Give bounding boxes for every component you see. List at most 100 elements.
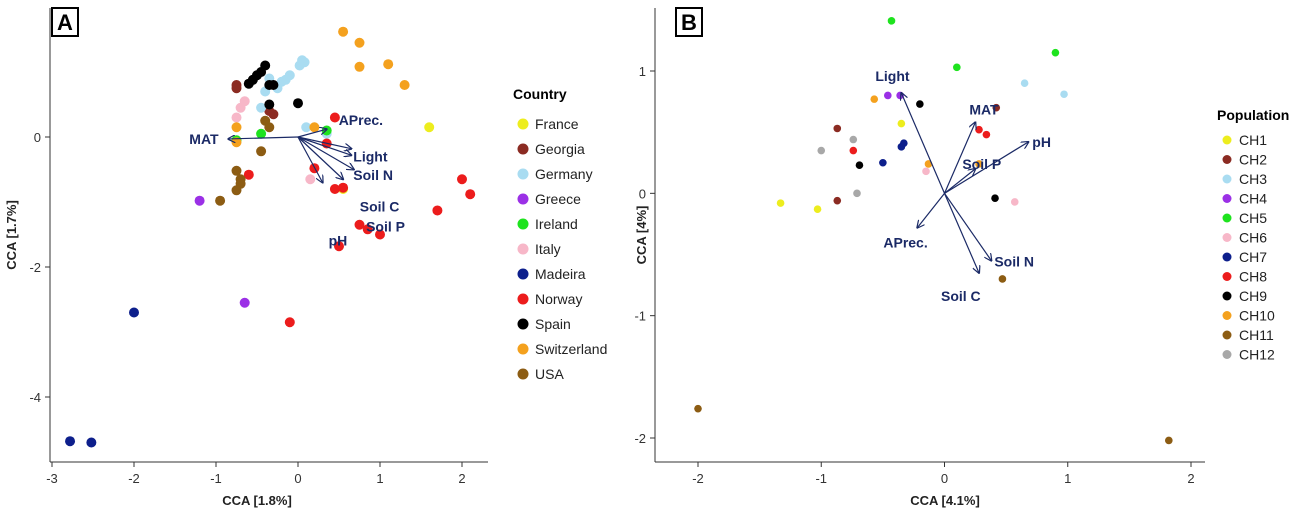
panel-b-point-ch6 (922, 167, 930, 176)
panel-b-vector-aprec (917, 192, 945, 227)
panel-a-x-tick-label: -1 (210, 471, 222, 486)
panel-b-legend-swatch-ch12 (1222, 350, 1232, 359)
panel-b-point-ch11 (998, 275, 1007, 283)
panel-a-point-germany (256, 102, 267, 113)
panel-a-point-switzerland (383, 59, 394, 70)
panel-b-point-ch2 (833, 124, 842, 133)
panel-a-vector-light (297, 136, 351, 149)
panel-a-vector-soil-p (297, 136, 343, 179)
panel-a-point-norway (432, 205, 443, 216)
panel-b-point-ch10 (870, 95, 879, 103)
panel-b-letter-box (675, 7, 703, 37)
panel-b-vector-label-mat: MAT (969, 101, 999, 117)
panel-a-point-norway (284, 317, 295, 328)
panel-b-legend-label-ch1: CH1 (1239, 132, 1267, 148)
panel-a-point-spain (268, 80, 279, 90)
panel-a-point-georgia (268, 109, 279, 120)
panel-b-point-ch7 (900, 139, 908, 147)
panel-b-point-ch1 (813, 205, 822, 214)
panel-b-point-ch6 (1010, 198, 1019, 206)
panel-b-x-tick-label: -1 (815, 471, 827, 486)
panel-b-x-axis-label: CCA [4.1%] (910, 493, 980, 508)
panel-a-legend-label-norway: Norway (535, 291, 582, 307)
panel-a-point-germany (294, 60, 305, 71)
panel-b-legend-swatch-ch2 (1222, 155, 1232, 164)
panel-b-point-ch5 (887, 17, 896, 25)
panel-b-legend-label-ch10: CH10 (1239, 308, 1275, 324)
panel-a-legend-swatch-switzerland (517, 343, 529, 355)
panel-a-legend-title: Country (513, 86, 567, 102)
panel-b-vector-soil-c (943, 193, 980, 273)
panel-b-x-tick-label: 2 (1187, 471, 1194, 486)
panel-a-point-italy (235, 102, 246, 113)
panel-a-legend-label-italy: Italy (535, 241, 561, 257)
panel-a-point-italy (231, 112, 242, 123)
panel-a-point-switzerland (309, 122, 320, 133)
panel-b-legend-swatch-ch9 (1222, 291, 1232, 301)
panel-b-vector-label-soil-p: Soil P (962, 156, 1001, 172)
panel-a-vector-mat (228, 137, 299, 139)
panel-a-vector-aprec (297, 129, 327, 138)
panel-b-legend-title: Population (1217, 107, 1289, 123)
panel-a-y-tick-label: -4 (29, 390, 41, 405)
panel-b-vector-label-soil-n: Soil N (994, 254, 1034, 270)
panel-b-letter: B (681, 10, 697, 35)
panel-a-y-tick-label: 0 (34, 130, 41, 145)
panel-a-vector-label-soil-n: Soil N (353, 167, 393, 183)
panel-a-point-greece (239, 297, 250, 308)
panel-b-legend-label-ch9: CH9 (1239, 288, 1267, 304)
panel-a-point-germany (301, 122, 312, 133)
panel-a-point-norway (362, 224, 373, 235)
panel-a-point-georgia (231, 83, 242, 94)
panel-a-legend-label-usa: USA (535, 366, 564, 382)
panel-a-vector-label-soil-p: Soil P (366, 218, 405, 234)
panel-b-point-ch8 (849, 146, 858, 155)
panel-a-vector-label-light: Light (353, 149, 388, 165)
panel-a-point-usa (256, 146, 267, 157)
panel-b-y-tick-label: -2 (634, 431, 646, 446)
panel-b-y-axis-label: CCA [4%] (634, 206, 649, 265)
panel-b-vector-light (901, 93, 946, 194)
panel-a-point-norway (329, 112, 340, 123)
panel-b-point-ch2 (992, 103, 1001, 112)
panel-b-x-tick-label: 1 (1064, 471, 1071, 486)
panel-b-legend-swatch-ch4 (1222, 194, 1232, 203)
panel-a-point-norway (465, 189, 476, 200)
panel-b-vector-label-light: Light (875, 68, 910, 84)
panel-b-legend-label-ch8: CH8 (1239, 269, 1267, 285)
panel-b-legend-label-ch2: CH2 (1239, 152, 1267, 168)
panel-a-point-switzerland (354, 61, 365, 72)
panel-a-point-norway (243, 169, 254, 180)
panel-b-legend-swatch-ch3 (1222, 174, 1232, 184)
panel-a-point-madeira (86, 437, 97, 448)
panel-a-letter: A (57, 10, 73, 35)
panel-a-legend-swatch-madeira (517, 268, 529, 280)
panel-b-vector-label-soil-c: Soil C (941, 288, 981, 304)
panel-a-point-switzerland (231, 122, 242, 133)
panel-b-vector-ph (944, 142, 1029, 194)
panel-a-point-norway (334, 241, 344, 252)
panel-b-point-ch11 (1165, 436, 1173, 445)
panel-a-point-usa (231, 185, 242, 196)
panel-a-legend-swatch-georgia (517, 143, 529, 155)
panel-a-legend-swatch-ireland (517, 218, 529, 230)
panel-b-legend-label-ch6: CH6 (1239, 230, 1267, 246)
panel-b-vector-label-ph: pH (1032, 134, 1051, 150)
panel-a-vector-ph (297, 136, 323, 183)
panel-a-legend-swatch-italy (517, 243, 529, 255)
panel-b-x-tick-label: -2 (692, 471, 704, 486)
panel-b-legend-label-ch4: CH4 (1239, 191, 1267, 207)
panel-a-x-tick-label: 1 (376, 471, 383, 486)
panel-b-vector-soil-n (944, 192, 992, 260)
panel-b-point-ch9 (991, 194, 999, 203)
panel-b-vector-soil-p (944, 169, 976, 194)
panel-b-y-tick-label: 1 (639, 64, 646, 79)
panel-a-point-italy (305, 174, 316, 185)
panel-a-legend-label-madeira: Madeira (535, 266, 586, 282)
panel-b-legend-label-ch11: CH11 (1239, 327, 1274, 343)
panel-a-point-norway (354, 219, 365, 230)
panel-a-y-axis-label: CCA [1.7%] (4, 200, 19, 270)
panel-a-point-madeira (129, 307, 139, 318)
panel-a-point-norway (457, 174, 467, 185)
panel-b-vector-label-aprec: APrec. (883, 235, 927, 251)
